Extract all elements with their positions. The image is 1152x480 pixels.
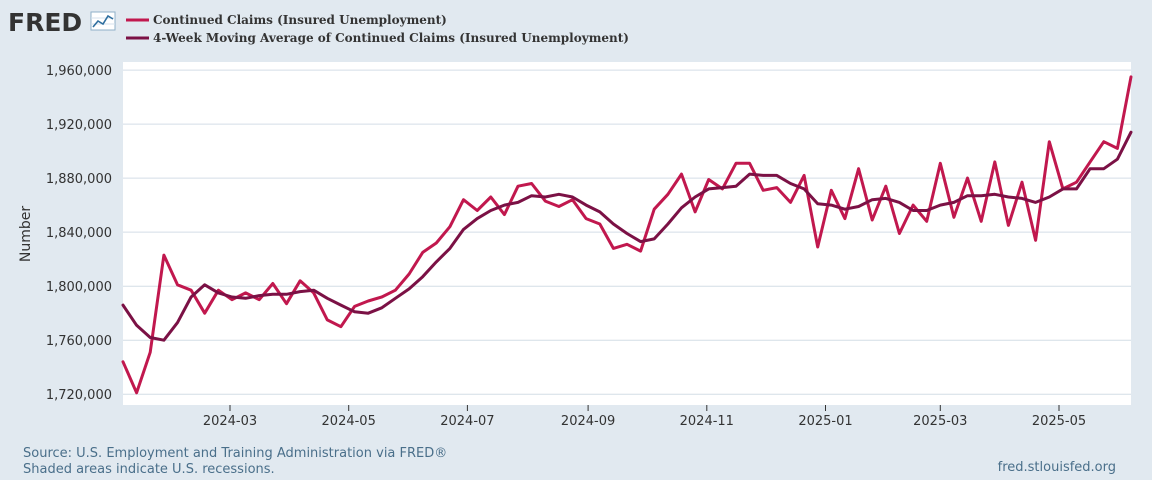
gridlines [123, 69, 1131, 395]
legend-item-4-week-moving-average[interactable]: 4-Week Moving Average of Continued Claim… [126, 31, 629, 45]
legend-label-continued-claims: Continued Claims (Insured Unemployment) [153, 13, 447, 27]
y-tick-label: 1,880,000 [46, 172, 112, 187]
y-tick-label: 1,720,000 [46, 388, 112, 403]
line-chart-icon [90, 11, 116, 31]
y-tick-label: 1,960,000 [46, 64, 112, 79]
series-lines [121, 75, 1133, 395]
y-tick-label: 1,760,000 [46, 334, 112, 349]
x-tick-label: 2024-11 [680, 414, 734, 429]
fred-logo[interactable]: FRED [8, 8, 116, 37]
footer-notes: Source: U.S. Employment and Training Adm… [23, 446, 447, 478]
x-tick-label: 2025-01 [798, 414, 852, 429]
y-tick-label: 1,800,000 [46, 280, 112, 295]
site-link[interactable]: fred.stlouisfed.org [997, 460, 1116, 475]
x-tick-label: 2025-05 [1032, 414, 1086, 429]
series-line-continued-claims[interactable] [121, 75, 1133, 395]
legend-item-continued-claims[interactable]: Continued Claims (Insured Unemployment) [126, 13, 447, 27]
x-tick-label: 2024-05 [322, 414, 376, 429]
y-tick-label: 1,920,000 [46, 118, 112, 133]
x-tick-label: 2025-03 [913, 414, 967, 429]
legend: Continued Claims (Insured Unemployment) … [126, 13, 629, 45]
x-tick-label: 2024-03 [203, 414, 257, 429]
x-tick-label: 2024-07 [440, 414, 494, 429]
recession-note: Shaded areas indicate U.S. recessions. [23, 462, 275, 477]
series-line-4-week-moving-average[interactable] [121, 130, 1133, 342]
x-axis-ticks: 2024-03 2024-05 2024-07 2024-09 2024-11 2025-… [203, 405, 1086, 429]
y-tick-label: 1,840,000 [46, 226, 112, 241]
legend-label-4-week-moving-average: 4-Week Moving Average of Continued Claim… [153, 31, 629, 45]
y-axis-ticks: 1,720,000 1,760,000 1,800,000 1,840,000 1,88… [46, 64, 112, 403]
x-tick-label: 2024-09 [561, 414, 615, 429]
chart: FRED Continued Claims (Insured Unemploym… [8, 8, 1133, 429]
fred-logo-text: FRED [8, 8, 82, 37]
y-axis-title: Number [18, 206, 34, 262]
source-note: Source: U.S. Employment and Training Adm… [23, 446, 448, 461]
